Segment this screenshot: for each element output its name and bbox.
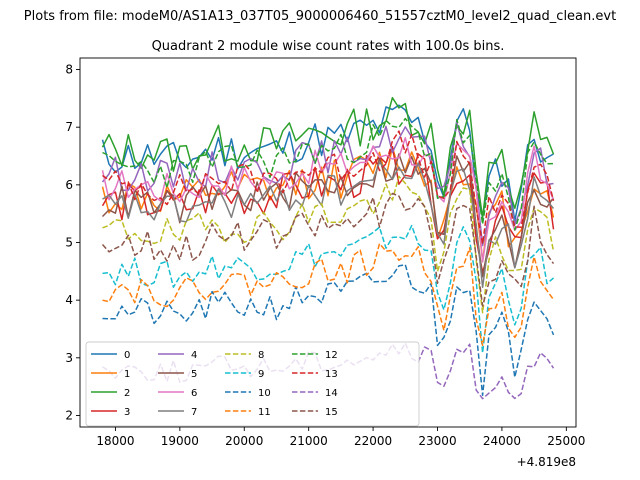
series-line-13 bbox=[102, 130, 555, 245]
legend-label-6: 6 bbox=[191, 388, 197, 399]
x-tick-label: 19000 bbox=[161, 434, 199, 448]
axes-title: Quadrant 2 module wise count rates with … bbox=[152, 39, 505, 54]
x-tick-label: 25000 bbox=[547, 434, 585, 448]
x-tick-label: 22000 bbox=[354, 434, 392, 448]
series-line-9 bbox=[102, 224, 554, 354]
y-tick-label: 2 bbox=[65, 408, 73, 422]
legend-label-10: 10 bbox=[258, 388, 271, 399]
legend-label-3: 3 bbox=[124, 407, 130, 418]
series-line-12 bbox=[102, 117, 554, 231]
legend-label-1: 1 bbox=[124, 369, 130, 380]
legend-label-12: 12 bbox=[325, 350, 338, 361]
legend-label-11: 11 bbox=[258, 407, 271, 418]
x-tick-label: 18000 bbox=[96, 434, 134, 448]
series-line-7 bbox=[102, 161, 555, 289]
legend-label-8: 8 bbox=[258, 350, 264, 361]
legend-label-0: 0 bbox=[124, 350, 130, 361]
legend-label-4: 4 bbox=[191, 350, 197, 361]
legend-label-7: 7 bbox=[191, 407, 197, 418]
series-line-15 bbox=[101, 192, 555, 307]
legend-label-2: 2 bbox=[124, 388, 130, 399]
legend-label-14: 14 bbox=[325, 388, 338, 399]
legend-label-13: 13 bbox=[325, 369, 338, 380]
x-tick-label: 23000 bbox=[418, 434, 456, 448]
y-tick-label: 3 bbox=[65, 351, 73, 365]
series-line-2 bbox=[101, 96, 555, 219]
series-line-6 bbox=[101, 137, 555, 263]
legend-label-5: 5 bbox=[191, 369, 197, 380]
x-tick-label: 21000 bbox=[290, 434, 328, 448]
legend-label-15: 15 bbox=[325, 407, 338, 418]
series-line-8 bbox=[102, 175, 555, 314]
figure-suptitle: Plots from file: modeM0/AS1A13_037T05_90… bbox=[24, 9, 616, 24]
x-axis-offset-label: +4.819e8 bbox=[517, 455, 576, 469]
legend-box bbox=[85, 341, 420, 427]
y-tick-label: 6 bbox=[65, 178, 73, 192]
series-line-10 bbox=[102, 263, 555, 397]
x-axis: 18000 19000 20000 21000 22000 23000 24000 25000 bbox=[96, 427, 585, 448]
y-tick-label: 5 bbox=[65, 236, 73, 250]
series-line-11 bbox=[102, 242, 555, 347]
y-axis: 2 3 4 5 6 7 8 bbox=[65, 63, 80, 422]
x-tick-label: 24000 bbox=[483, 434, 521, 448]
y-tick-label: 4 bbox=[65, 293, 73, 307]
y-tick-label: 7 bbox=[65, 120, 73, 134]
legend-label-9: 9 bbox=[258, 369, 264, 380]
y-tick-label: 8 bbox=[65, 63, 73, 77]
x-tick-label: 20000 bbox=[225, 434, 263, 448]
